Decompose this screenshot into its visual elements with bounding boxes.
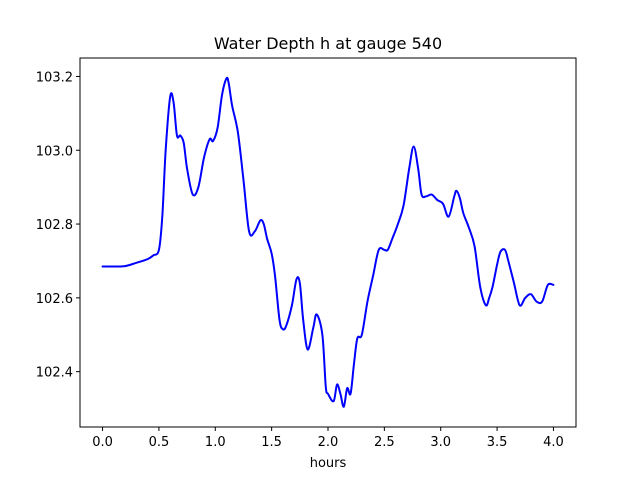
x-tick-label: 1.0 bbox=[205, 435, 226, 450]
x-tick-label: 2.5 bbox=[374, 435, 395, 450]
series-line bbox=[101, 76, 555, 408]
x-tick-label: 3.5 bbox=[487, 435, 508, 450]
x-tick-label: 1.5 bbox=[261, 435, 282, 450]
y-tick-label: 103.0 bbox=[36, 144, 73, 159]
y-axis-ticks: 102.4 102.6 102.8 103.0 103.2 bbox=[36, 70, 80, 381]
y-tick-label: 102.8 bbox=[36, 218, 73, 233]
y-tick-label: 102.4 bbox=[36, 366, 73, 381]
x-tick-label: 2.0 bbox=[318, 435, 339, 450]
x-tick-label: 4.0 bbox=[543, 435, 564, 450]
plot-frame bbox=[79, 57, 577, 428]
x-tick-label: 3.0 bbox=[430, 435, 451, 450]
y-tick-label: 102.6 bbox=[36, 292, 73, 307]
x-tick-label: 0.5 bbox=[149, 435, 170, 450]
x-axis-label: hours bbox=[310, 456, 347, 471]
x-axis-ticks: 0.0 0.5 1.0 1.5 2.0 2.5 3.0 3.5 4.0 bbox=[92, 427, 564, 450]
chart-title: Water Depth h at gauge 540 bbox=[214, 34, 442, 53]
x-tick-label: 0.0 bbox=[92, 435, 113, 450]
y-tick-label: 103.2 bbox=[36, 70, 73, 85]
